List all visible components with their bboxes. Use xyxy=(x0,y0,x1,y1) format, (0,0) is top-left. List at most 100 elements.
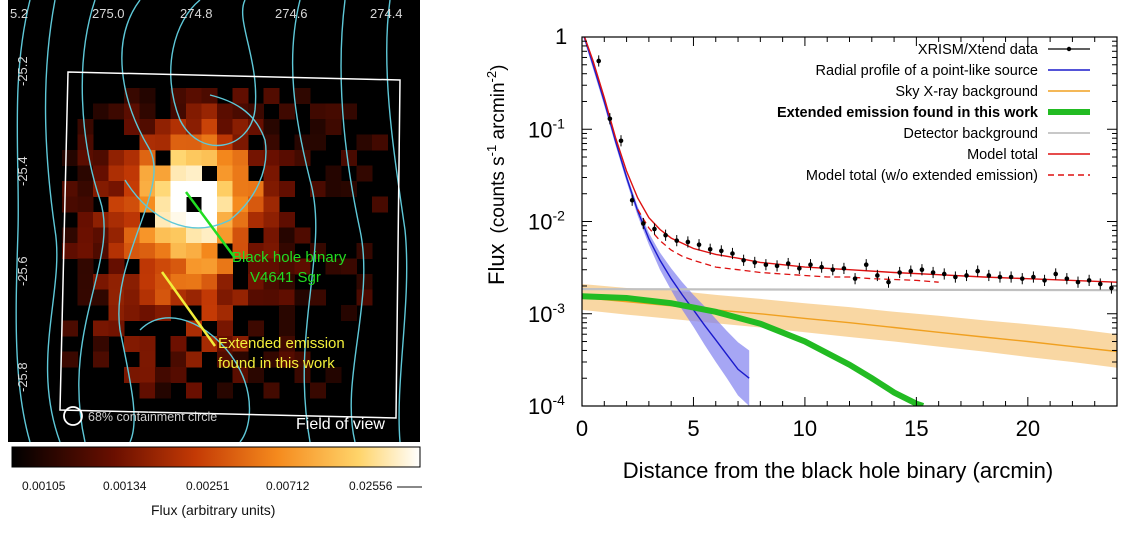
dec-tick-label: -25.2 xyxy=(15,56,30,86)
heatmap-pixel xyxy=(248,212,264,228)
data-point xyxy=(830,267,836,273)
contour-line xyxy=(291,0,317,443)
heatmap-pixel xyxy=(186,243,202,259)
heatmap-pixel xyxy=(232,227,249,244)
heatmap-pixel xyxy=(124,227,140,244)
heatmap-pixel xyxy=(170,258,187,275)
containment-label: 68% containment circle xyxy=(88,410,217,424)
heatmap-pixel xyxy=(170,274,187,290)
y-tick-label: 10-4 xyxy=(528,392,565,419)
bh-annotation-line1: Black hole binary xyxy=(232,249,347,266)
heatmap-pixel xyxy=(186,382,202,399)
heatmap-pixel xyxy=(155,181,171,197)
legend: XRISM/Xtend data Radial profile of a poi… xyxy=(777,42,1090,184)
heatmap-pixel xyxy=(201,119,218,135)
heatmap-pixel xyxy=(232,103,249,120)
heatmap-pixel xyxy=(170,351,187,368)
heatmap-pixel xyxy=(139,367,156,383)
heatmap-pixel xyxy=(310,134,326,151)
y-axis-label-units: ) xyxy=(488,65,509,71)
heatmap-pixel xyxy=(201,336,218,352)
dec-tick-label: -25.6 xyxy=(15,256,30,286)
heatmap-pixel xyxy=(279,212,295,228)
colorbar xyxy=(11,446,421,468)
heatmap-pixel xyxy=(93,103,109,120)
y-tick-label: 1 xyxy=(555,24,567,49)
heatmap-pixel xyxy=(77,227,94,244)
heatmap-pixel xyxy=(217,181,233,197)
heatmap-pixel xyxy=(232,196,249,213)
data-point xyxy=(964,273,969,278)
data-point xyxy=(685,239,691,245)
y-tick-label: 10-3 xyxy=(528,300,565,327)
heatmap-pixel xyxy=(263,181,280,197)
heatmap-pixel xyxy=(263,196,280,213)
heatmap-pixel xyxy=(356,134,373,151)
heatmap-pixel xyxy=(201,212,218,228)
heatmap-pixel xyxy=(77,165,94,182)
heatmap-pixel xyxy=(232,119,249,135)
y-tick-base: 10 xyxy=(528,210,552,235)
data-point xyxy=(629,197,635,203)
y-tick-exponent: -1 xyxy=(552,115,565,131)
heatmap-pixel xyxy=(108,289,125,306)
heatmap-pixel xyxy=(77,196,94,213)
heatmap-pixel xyxy=(155,258,171,275)
heatmap-pixel xyxy=(310,181,326,197)
flux-profile-chart: 1 10-1 10-2 10-3 10-4 0 5 10 15 20 Dista… xyxy=(430,0,1131,529)
data-point xyxy=(752,260,758,265)
heatmap-pixel xyxy=(232,181,249,197)
heatmap-pixel xyxy=(170,103,187,120)
heatmap-pixel xyxy=(279,336,295,352)
heatmap-pixel xyxy=(248,196,264,213)
data-point xyxy=(652,226,657,232)
contour-line xyxy=(124,94,267,229)
data-point xyxy=(975,268,980,274)
heatmap-pixel xyxy=(279,320,295,337)
contour-line xyxy=(340,0,365,443)
heatmap-pixel xyxy=(186,274,202,290)
legend-label: Extended emission found in this work xyxy=(777,105,1039,121)
heatmap-pixel xyxy=(170,88,187,104)
contour-lines xyxy=(15,0,408,443)
heatmap-pixel xyxy=(155,382,171,399)
heatmap-pixel xyxy=(170,181,187,197)
heatmap-pixel xyxy=(108,320,125,337)
data-point xyxy=(785,261,791,266)
heatmap-pixel xyxy=(139,103,156,120)
heatmap-pixel xyxy=(93,320,109,337)
heatmap-pixel xyxy=(77,134,94,151)
heatmap-pixel xyxy=(170,165,187,182)
heatmap-pixel xyxy=(186,320,202,337)
legend-swatch-data-dot xyxy=(1066,46,1072,52)
heatmap-pixel xyxy=(139,88,156,104)
colorbar-tick: 0.00134 xyxy=(103,479,147,493)
heatmap-pixel xyxy=(232,289,249,306)
heatmap-pixel xyxy=(155,134,171,151)
model-total-no-ext-line xyxy=(637,209,939,283)
heatmap-pixel xyxy=(263,212,280,228)
heatmap-pixel xyxy=(294,258,311,275)
heatmap-pixel xyxy=(93,150,109,166)
ext-pointer-line xyxy=(160,271,217,347)
heatmap-pixel xyxy=(124,336,140,352)
heatmap-pixel xyxy=(279,274,295,290)
heatmap-pixel xyxy=(201,103,218,120)
contour-line xyxy=(386,0,408,443)
heatmap-pixel xyxy=(155,289,171,306)
containment-circle xyxy=(63,406,83,426)
x-tick-label: 10 xyxy=(793,416,817,441)
data-point xyxy=(819,264,824,270)
data-point xyxy=(696,242,702,248)
heatmap-pixel xyxy=(263,289,280,306)
heatmap-pixel xyxy=(186,119,202,135)
heatmap-pixel xyxy=(263,134,280,151)
data-point xyxy=(908,268,914,274)
extended-emission-line xyxy=(582,293,925,406)
heatmap-pixel xyxy=(186,165,202,182)
heatmap-pixel xyxy=(155,243,171,259)
heatmap-pixel xyxy=(124,165,140,182)
data-point xyxy=(863,262,869,268)
heatmap-pixel xyxy=(232,88,249,104)
heatmap-pixel xyxy=(93,181,109,197)
